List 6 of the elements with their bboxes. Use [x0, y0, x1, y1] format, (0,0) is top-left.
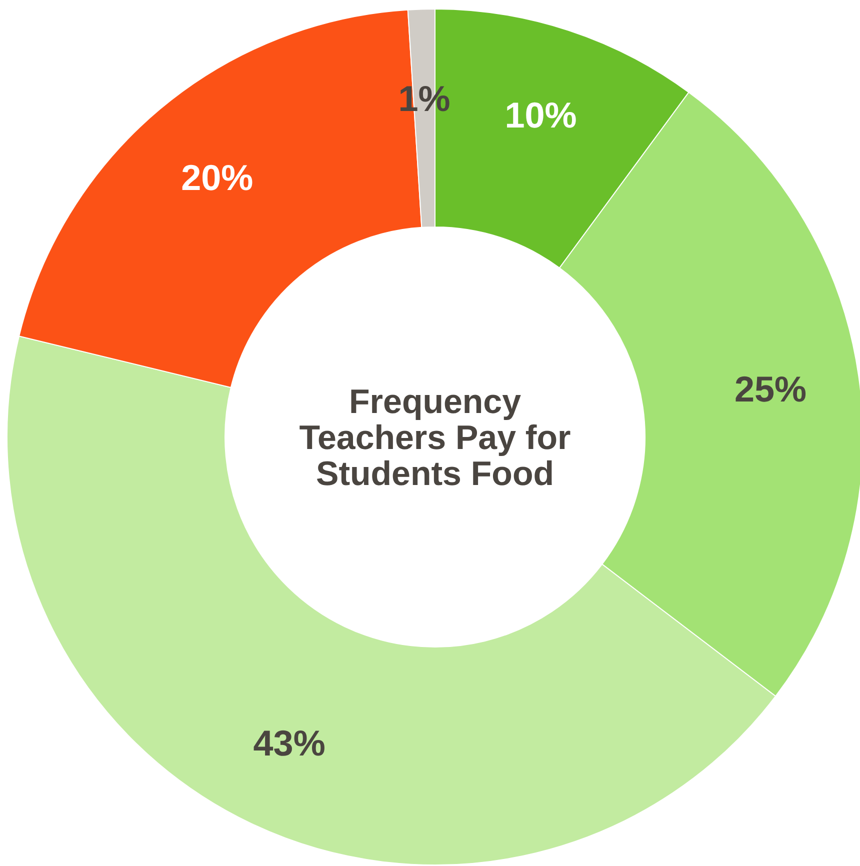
data-label: 25%	[734, 368, 807, 410]
text: Frequency Teachers Pay for Students Food	[299, 382, 571, 493]
data-label: 1%	[398, 78, 450, 119]
data-label: 10%	[504, 94, 577, 136]
data-label: 20%	[181, 156, 254, 198]
data-label: 43%	[253, 722, 326, 764]
